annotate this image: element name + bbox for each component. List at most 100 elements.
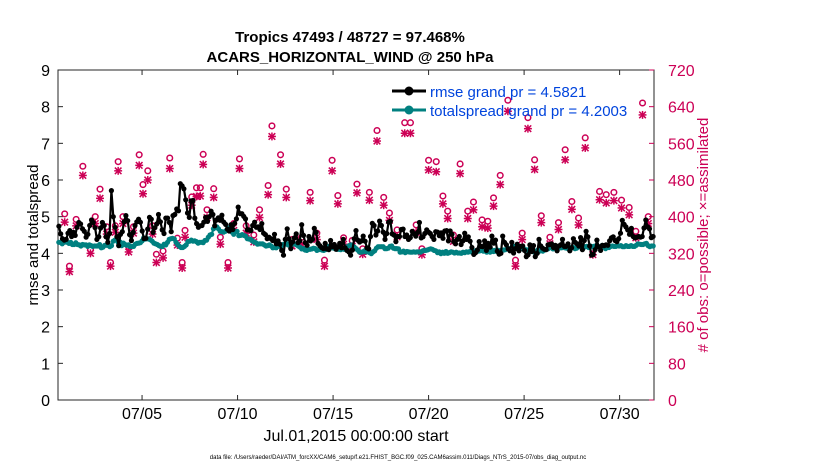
obs-assimilated-marker (143, 176, 152, 184)
rmse-point (252, 219, 258, 225)
rmse-point (297, 238, 303, 244)
obs-assimilated-marker (152, 258, 161, 267)
rmse-point (489, 233, 495, 239)
rmse-point (400, 226, 406, 232)
rmse-point (578, 235, 584, 241)
rmse-point (525, 252, 531, 258)
obs-assimilated-marker (320, 262, 329, 271)
right-tick-label: 240 (668, 283, 695, 300)
rmse-point (583, 228, 589, 234)
rmse-point (116, 243, 122, 249)
obs-assimilated-marker (503, 107, 512, 116)
rmse-point (534, 250, 540, 256)
rmse-point (145, 226, 151, 232)
rmse-point (306, 233, 312, 240)
obs-assimilated-marker (60, 218, 69, 227)
obs-assimilated-marker (625, 210, 634, 219)
obs-possible-marker (489, 194, 498, 202)
rmse-point (520, 243, 526, 249)
rmse-point (476, 239, 482, 245)
obs-possible-marker (135, 151, 143, 159)
obs-possible-marker (504, 96, 512, 104)
rmse-point (175, 208, 182, 214)
right-axis-ticks: 0 80 160 240 320 400 480 560 640 720 (649, 63, 695, 410)
rmse-point (148, 216, 154, 222)
obs-assimilated-marker (595, 195, 604, 204)
left-axis-ticks: 0 1 2 3 4 5 6 7 8 9 (41, 63, 63, 410)
rmse-point (157, 219, 163, 225)
obs-possible-marker (574, 214, 583, 222)
obs-possible-marker (385, 209, 393, 217)
obs-assimilated-marker (478, 222, 487, 231)
obs-possible-marker (568, 197, 576, 206)
rmse-point (404, 232, 410, 238)
rmse-point (371, 222, 377, 229)
rmse-point (382, 236, 388, 242)
obs-assimilated-marker (567, 205, 576, 214)
obs-possible-marker (406, 119, 414, 127)
rmse-point (375, 228, 381, 234)
rmse-point (643, 217, 649, 223)
obs-assimilated-marker (328, 166, 337, 175)
obs-possible-marker (456, 160, 464, 168)
obs-possible-marker (531, 156, 539, 164)
rmse-point (407, 235, 413, 241)
obs-possible-marker (235, 155, 244, 163)
rmse-point (579, 247, 586, 253)
rmse-point (235, 204, 241, 210)
rmse-point (286, 236, 292, 242)
rmse-point (474, 247, 480, 253)
obs-assimilated-marker (178, 264, 187, 272)
rmse-point (128, 237, 134, 244)
obs-possible-marker (192, 184, 201, 192)
right-tick-label: 320 (668, 246, 695, 263)
obs-possible-marker (276, 151, 285, 159)
obs-possible-marker (166, 154, 174, 162)
obs-assimilated-marker (432, 167, 441, 176)
rmse-point (492, 237, 499, 243)
right-tick-label: 720 (668, 63, 695, 80)
left-tick-label: 2 (41, 320, 50, 337)
rmse-point (500, 233, 506, 239)
obs-possible-marker (114, 158, 122, 166)
left-tick-label: 8 (41, 100, 50, 117)
rmse-point (554, 248, 560, 254)
obs-possible-marker (638, 99, 647, 107)
left-tick-label: 1 (41, 356, 50, 373)
obs-assimilated-marker (443, 214, 452, 223)
rmse-point (257, 226, 263, 233)
rmse-point (605, 242, 611, 248)
left-tick-label: 9 (41, 63, 50, 80)
obs-possible-marker (373, 126, 381, 135)
rmse-point (168, 229, 174, 235)
rmse-point (280, 252, 287, 258)
obs-possible-marker (561, 146, 569, 154)
left-tick-label: 6 (41, 173, 50, 190)
rmse-point (279, 247, 285, 253)
x-tick-label: 07/15 (313, 406, 353, 423)
obs-assimilated-marker (159, 253, 168, 262)
obs-assimilated-marker (530, 165, 539, 174)
obs-assimilated-marker (224, 264, 232, 272)
rmse-point (328, 237, 334, 244)
obs-assimilated-marker (216, 240, 225, 249)
rmse-point (445, 238, 451, 244)
obs-possible-marker (610, 188, 618, 196)
obs-assimilated-marker (181, 233, 189, 242)
left-tick-label: 7 (41, 136, 50, 153)
obs-possible-marker (61, 210, 69, 218)
rmse-point (449, 231, 455, 237)
rmse-point (63, 236, 69, 242)
spread-point (108, 243, 115, 249)
rmse-point (85, 231, 91, 237)
obs-assimilated-marker (496, 180, 505, 189)
obs-assimilated-marker (554, 225, 563, 234)
rmse-point (105, 239, 111, 245)
spread-point (650, 243, 656, 249)
rmse-point (536, 236, 542, 242)
rmse-point (284, 226, 290, 232)
rmse-point (594, 237, 600, 243)
obs-possible-marker (625, 203, 633, 212)
right-tick-label: 80 (668, 356, 686, 373)
